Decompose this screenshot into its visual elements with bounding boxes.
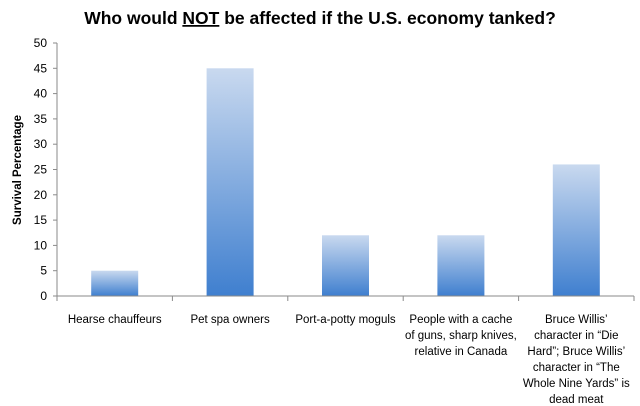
x-category-label-line: character in “The — [533, 362, 620, 374]
y-tick-label: 30 — [34, 137, 48, 151]
x-category-label: Hearse chauffeurs — [68, 314, 162, 326]
x-category-label-line: People with a cache — [409, 314, 512, 326]
x-category-label: Port-a-potty moguls — [295, 314, 396, 326]
bar — [552, 164, 600, 296]
y-tick-label: 10 — [34, 238, 48, 252]
x-category-label-line: Port-a-potty moguls — [295, 314, 396, 326]
bar — [206, 68, 254, 296]
category-labels: Hearse chauffeurs Pet spa owners Port-a-po… — [68, 314, 630, 406]
x-category-label: Pet spa owners — [190, 314, 270, 326]
x-axis — [56, 295, 635, 301]
x-category-label-line: relative in Canada — [415, 346, 508, 358]
y-tick-label: 20 — [34, 188, 48, 202]
y-tick-label: 5 — [40, 264, 47, 278]
x-category-label-line: character in “Die — [534, 330, 618, 342]
y-tick-label: 0 — [40, 289, 47, 303]
x-category-label-line: of guns, sharp knives, — [405, 330, 517, 342]
x-category-label: People with a cache of guns, sharp knives… — [405, 314, 517, 358]
x-category-label-line: Bruce Willis’ — [545, 314, 608, 326]
y-tick-label: 40 — [34, 87, 48, 101]
bars — [91, 68, 600, 296]
y-tick-label: 15 — [34, 213, 48, 227]
y-tick-label: 25 — [34, 163, 48, 177]
x-category-label-line: Pet spa owners — [190, 314, 270, 326]
x-category-label: Bruce Willis’ character in “Die Hard”; Bru… — [523, 314, 630, 406]
bar — [437, 235, 485, 296]
y-axis-label: Survival Percentage — [12, 115, 24, 225]
x-category-label-line: Hard”; Bruce Willis’ — [527, 346, 625, 358]
chart-title: Who would NOT be affected if the U.S. ec… — [84, 8, 556, 28]
chart-title-part-1: Who would — [84, 8, 182, 28]
y-axis: 0 5 10 15 20 25 30 35 40 45 50 — [34, 36, 58, 303]
chart-title-part-2: be affected if the U.S. economy tanked? — [219, 8, 555, 28]
x-category-label-line: Whole Nine Yards” is — [523, 378, 630, 390]
x-category-label-line: Hearse chauffeurs — [68, 314, 162, 326]
chart-title-emphasis: NOT — [182, 8, 219, 28]
x-category-label-line: dead meat — [549, 394, 604, 406]
y-tick-label: 35 — [34, 112, 48, 126]
bar — [91, 270, 139, 296]
y-tick-label: 50 — [34, 36, 48, 50]
bar — [322, 235, 369, 296]
y-tick-label: 45 — [34, 61, 48, 75]
